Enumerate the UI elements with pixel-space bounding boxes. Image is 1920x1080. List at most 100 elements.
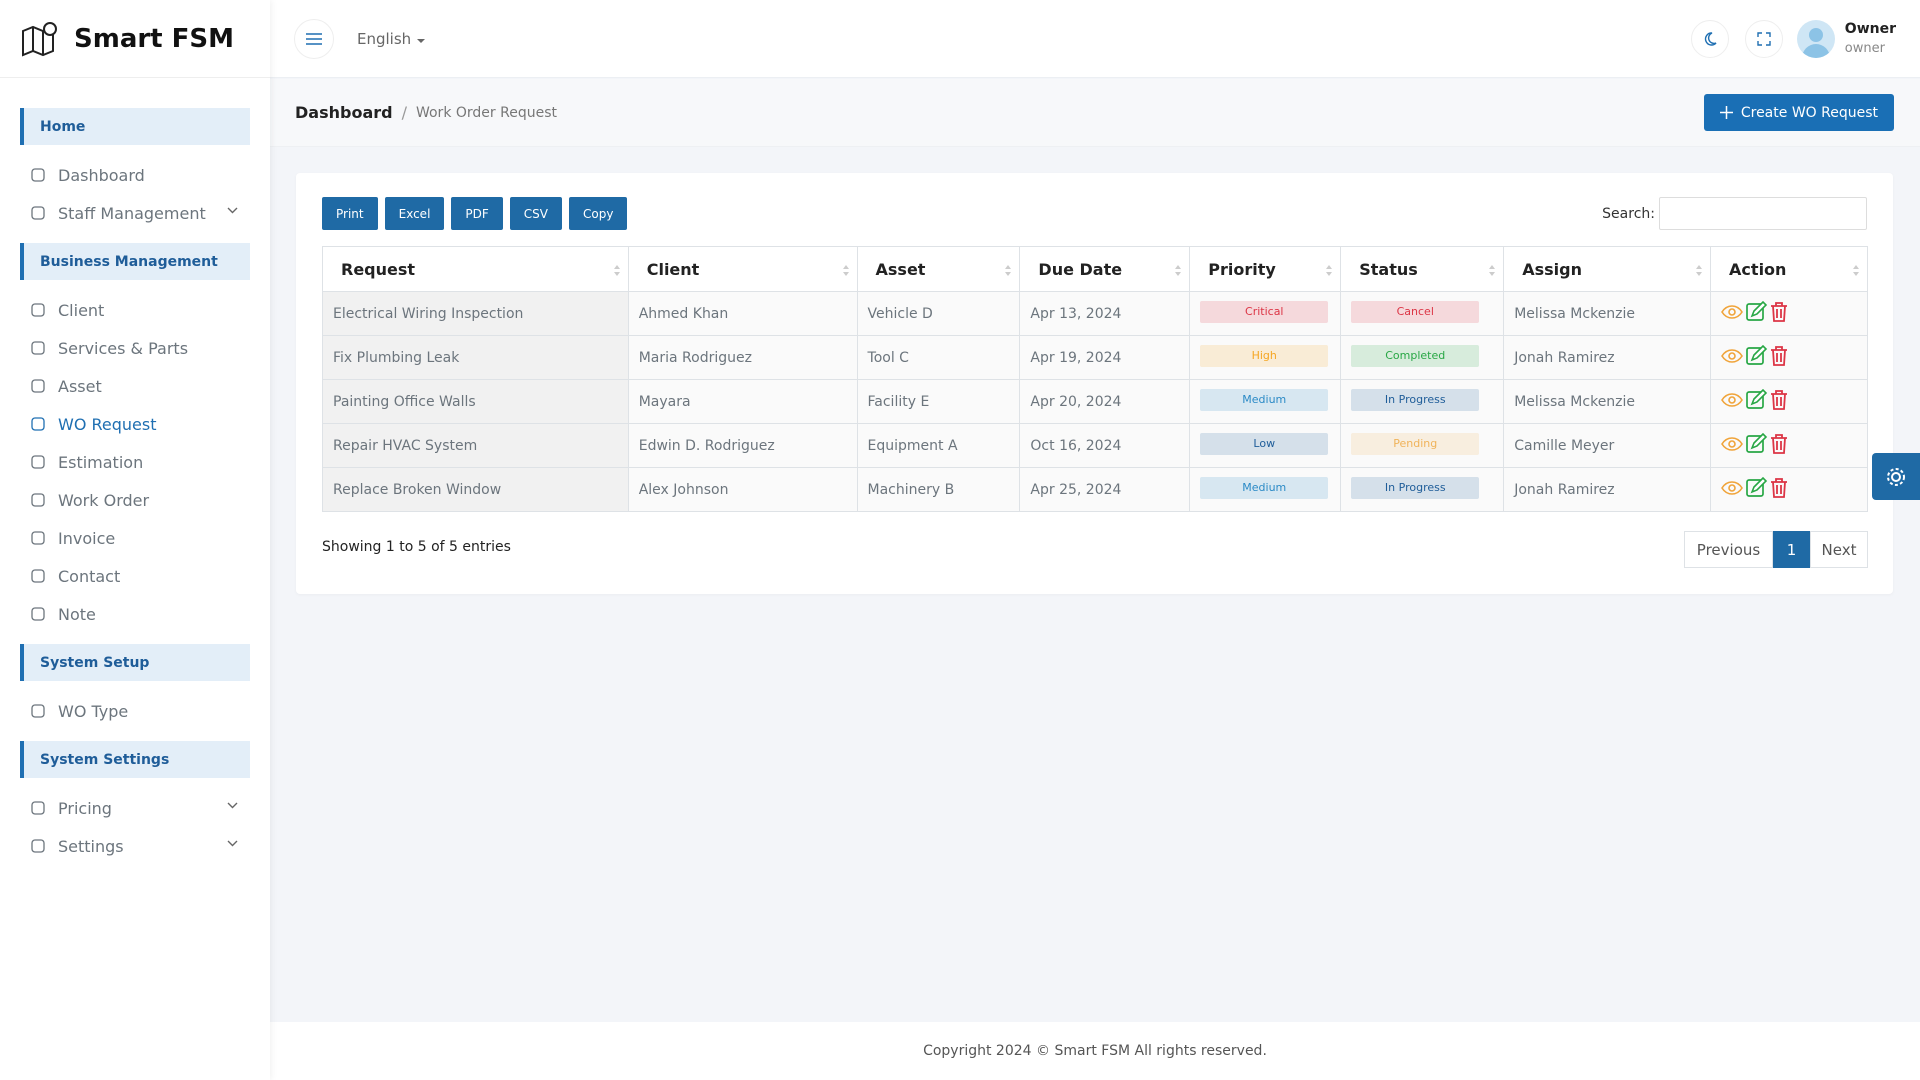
- menu-item[interactable]: Note: [20, 595, 250, 633]
- user[interactable]: Owner owner: [1845, 19, 1896, 59]
- menu-item[interactable]: Estimation: [20, 443, 250, 481]
- cell-priority: Medium: [1189, 467, 1342, 512]
- delete[interactable]: [1771, 389, 1788, 410]
- export-button[interactable]: CSV: [509, 197, 563, 230]
- priority-badge: Medium: [1200, 476, 1329, 499]
- menu-item[interactable]: Staff Management: [20, 194, 250, 232]
- cell-priority: Medium: [1189, 379, 1342, 424]
- action-icons[interactable]: [1721, 432, 1791, 455]
- view[interactable]: [1721, 304, 1743, 319]
- column-header[interactable]: Request: [322, 246, 629, 292]
- delete[interactable]: [1771, 345, 1788, 366]
- view[interactable]: [1721, 480, 1743, 495]
- edit[interactable]: [1746, 300, 1768, 321]
- priority-badge: Medium: [1200, 388, 1329, 411]
- cell-request: Fix Plumbing Leak: [322, 335, 629, 380]
- export-buttons: Print Excel PDF CSV Copy: [322, 197, 634, 230]
- topbar: English Owner owner: [270, 0, 1920, 78]
- menu-item[interactable]: Dashboard: [20, 156, 250, 194]
- section-title: System Settings: [20, 741, 250, 778]
- dark-mode[interactable]: [1690, 19, 1729, 58]
- menu-item[interactable]: Pricing: [20, 789, 250, 827]
- column-header[interactable]: Priority: [1189, 246, 1342, 292]
- edit[interactable]: [1746, 344, 1768, 365]
- column-header[interactable]: Action: [1710, 246, 1868, 292]
- export-button[interactable]: Excel: [384, 197, 445, 230]
- cell-due-date: Oct 16, 2024: [1019, 423, 1191, 468]
- breadcrumb-root[interactable]: Dashboard: [295, 103, 393, 122]
- menu-icon: [31, 839, 45, 853]
- cell-asset: Machinery B: [856, 467, 1021, 512]
- current-page[interactable]: 1: [1773, 531, 1810, 568]
- cell-client: Mayara: [627, 379, 858, 424]
- edit[interactable]: [1746, 432, 1768, 453]
- action-icons[interactable]: [1721, 300, 1791, 323]
- menu-label: Dashboard: [58, 165, 145, 185]
- priority-label: Low: [1253, 436, 1276, 450]
- cell-assign: Jonah Ramirez: [1503, 335, 1712, 380]
- column-header[interactable]: Assign: [1503, 246, 1712, 292]
- next-page[interactable]: Next: [1810, 531, 1868, 568]
- edit[interactable]: [1746, 388, 1768, 409]
- status-badge: Pending: [1351, 432, 1480, 455]
- menu-item[interactable]: Client: [20, 291, 250, 329]
- menu-label: Settings: [58, 836, 124, 856]
- menu-item[interactable]: Asset: [20, 367, 250, 405]
- menu-item[interactable]: Contact: [20, 557, 250, 595]
- fullscreen[interactable]: [1744, 19, 1783, 58]
- cell-action: [1710, 423, 1868, 468]
- cell-assign: Camille Meyer: [1503, 423, 1712, 468]
- priority-label: Medium: [1242, 392, 1287, 406]
- settings-fab[interactable]: [1872, 453, 1920, 500]
- status-label: In Progress: [1384, 392, 1446, 406]
- footer-text: Copyright 2024 © Smart FSM All rights re…: [923, 1043, 1267, 1059]
- create-button[interactable]: Create WO Request: [1703, 94, 1894, 131]
- prev-page[interactable]: Previous: [1684, 531, 1773, 568]
- priority-label: High: [1251, 348, 1277, 362]
- view[interactable]: [1721, 348, 1743, 363]
- menu-item[interactable]: WO Type: [20, 692, 250, 730]
- column-header[interactable]: Due Date: [1019, 246, 1191, 292]
- view[interactable]: [1721, 436, 1743, 451]
- menu-item[interactable]: Invoice: [20, 519, 250, 557]
- cell-status: Completed: [1340, 335, 1505, 380]
- language-select[interactable]: English: [357, 30, 426, 48]
- delete[interactable]: [1771, 477, 1788, 498]
- brand-name: Smart FSM: [74, 23, 235, 54]
- cell-asset: Tool C: [856, 335, 1021, 380]
- edit[interactable]: [1746, 476, 1768, 497]
- cell-status: In Progress: [1340, 467, 1505, 512]
- avatar[interactable]: [1796, 19, 1835, 58]
- menu-item[interactable]: WO Request: [20, 405, 250, 443]
- column-header[interactable]: Asset: [856, 246, 1021, 292]
- action-icons[interactable]: [1721, 388, 1791, 411]
- export-button[interactable]: Print: [322, 197, 378, 230]
- action-icons[interactable]: [1721, 476, 1791, 499]
- menu-item[interactable]: Services & Parts: [20, 329, 250, 367]
- export-button[interactable]: PDF: [451, 197, 503, 230]
- menu-label: WO Type: [58, 701, 129, 721]
- menu-icon: [31, 493, 45, 507]
- column-header[interactable]: Client: [627, 246, 858, 292]
- delete[interactable]: [1771, 433, 1788, 454]
- menu-item[interactable]: Settings: [20, 827, 250, 865]
- column-header[interactable]: Status: [1340, 246, 1505, 292]
- view[interactable]: [1721, 392, 1743, 407]
- language: English: [357, 29, 412, 48]
- cell-status: Cancel: [1340, 291, 1505, 336]
- cell-client: Maria Rodriguez: [627, 335, 858, 380]
- status-badge: Completed: [1351, 344, 1480, 367]
- table-row: Replace Broken Window Alex Johnson Machine…: [322, 467, 1868, 512]
- search-input[interactable]: [1659, 197, 1867, 230]
- menu-item[interactable]: Work Order: [20, 481, 250, 519]
- section-items: WO Type: [20, 692, 250, 730]
- cell-priority: Critical: [1189, 291, 1342, 336]
- cell-action: [1710, 379, 1868, 424]
- delete[interactable]: [1771, 301, 1788, 322]
- action-icons[interactable]: [1721, 344, 1791, 367]
- menu-toggle[interactable]: [294, 18, 334, 59]
- brand[interactable]: Smart FSM: [0, 0, 270, 78]
- export-button[interactable]: Copy: [569, 197, 628, 230]
- section-items: Pricing Settings: [20, 789, 250, 865]
- menu-icon: [31, 379, 45, 393]
